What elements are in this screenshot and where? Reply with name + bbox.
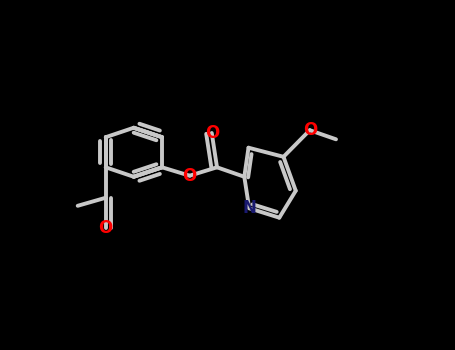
Text: O: O (99, 219, 113, 237)
Text: O: O (182, 167, 197, 185)
Text: O: O (205, 124, 219, 142)
Text: N: N (242, 199, 256, 217)
Text: O: O (303, 121, 317, 139)
